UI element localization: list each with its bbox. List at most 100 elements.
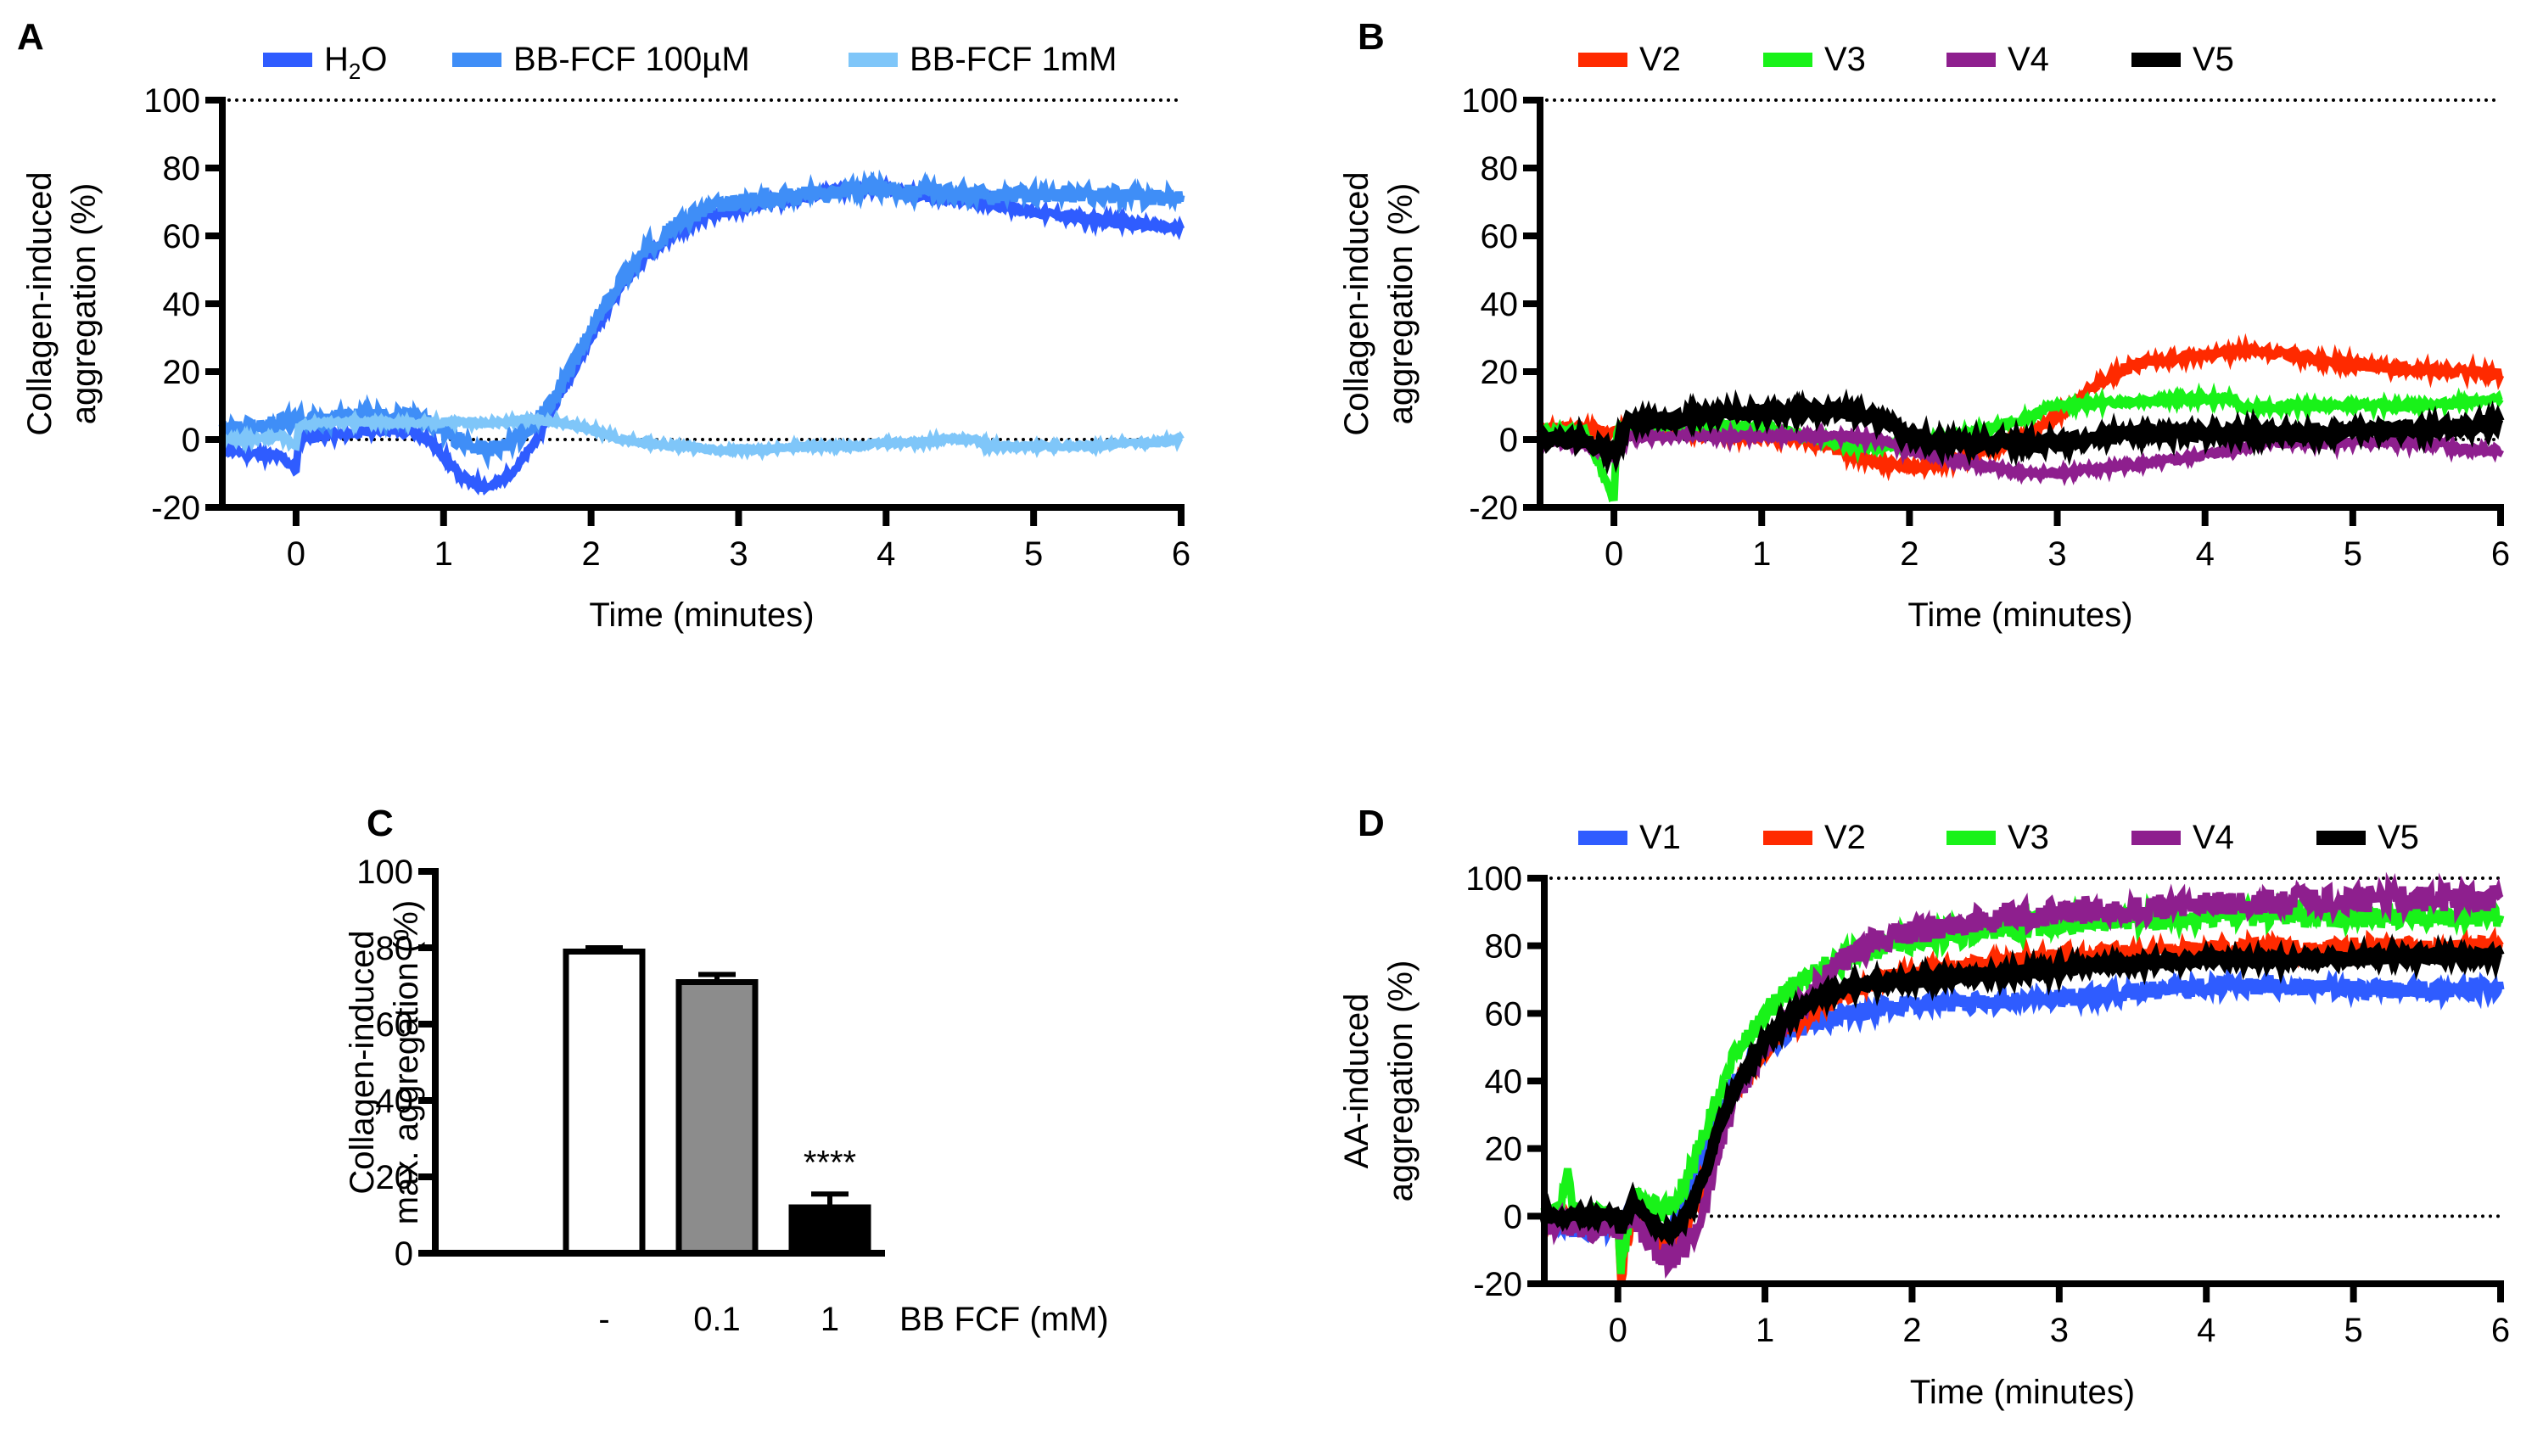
y-tick-label: 0	[1504, 1198, 1522, 1235]
y-axis-label: max. aggregation (%)	[388, 900, 425, 1224]
x-tick-label: 3	[2050, 1312, 2069, 1349]
legend-label: V2	[1639, 41, 1681, 78]
x-tick-label: 4	[2197, 1312, 2215, 1349]
legend-label: V1	[1639, 819, 1681, 856]
x-tick-label: 1	[1752, 535, 1771, 573]
legend-swatch	[1946, 53, 1996, 67]
legend-swatch	[452, 53, 501, 67]
x-tick-label: 0	[1609, 1312, 1627, 1349]
x-tick-label: 3	[2047, 535, 2066, 573]
y-tick-label: 20	[163, 354, 201, 391]
y-tick-label: 80	[163, 150, 201, 188]
legend-label: V4	[2008, 41, 2049, 78]
x-tick-label: 0.1	[693, 1301, 741, 1338]
y-tick-label: 40	[1481, 286, 1519, 323]
bar-3	[788, 1204, 871, 1257]
series-line-v5	[1538, 933, 2505, 1247]
series-line-v1	[1542, 966, 2505, 1254]
x-tick-label: 2	[1902, 1312, 1921, 1349]
legend: H2O BB-FCF 100µM BB-FCF 1mM	[263, 41, 1117, 84]
y-tick-label: 60	[1485, 995, 1523, 1033]
y-tick-label: 0	[395, 1235, 413, 1273]
legend-swatch	[2316, 831, 2366, 845]
x-tick-label: 0	[1605, 535, 1623, 573]
x-tick-label: 1	[1756, 1312, 1774, 1349]
series-line-bb-fcf-1mm	[219, 409, 1185, 462]
legend-item: V5	[2316, 819, 2419, 856]
x-tick-label: 4	[877, 535, 895, 573]
legend-label: V5	[2378, 819, 2419, 856]
x-tick-label: 0	[287, 535, 305, 573]
legend-item: V2	[1763, 819, 1866, 856]
y-tick-label: 80	[1485, 928, 1523, 966]
x-tick-label: -	[598, 1301, 609, 1338]
bar-2	[675, 979, 759, 1257]
legend-swatch	[263, 53, 312, 67]
significance-annotation: ****	[804, 1144, 856, 1181]
panel-c: C - 0.1 1 **** 0 20 40 60 80 100 BB FCF (mM) Collage…	[344, 803, 1109, 1338]
y-axis-label: aggregation (%)	[1382, 183, 1420, 425]
x-axis-label: Time (minutes)	[1907, 596, 2132, 634]
y-axis-label: aggregation (%)	[65, 183, 103, 425]
legend-swatch	[1578, 831, 1627, 845]
y-axis-label: Collagen-induced	[344, 930, 381, 1194]
y-tick-label: 20	[1481, 354, 1519, 391]
x-tick-label: 1	[821, 1301, 839, 1338]
x-tick-label: 6	[2491, 1312, 2510, 1349]
y-axis-label: AA-induced	[1338, 994, 1375, 1169]
y-tick-label: -20	[1473, 1266, 1522, 1303]
legend-item: V2	[1578, 41, 1681, 78]
legend-item: V3	[1763, 41, 1866, 78]
y-tick-label: 60	[163, 218, 201, 255]
legend-item: V4	[2131, 819, 2234, 856]
legend-swatch	[1763, 53, 1812, 67]
y-tick-label: 100	[143, 82, 200, 120]
y-tick-label: 60	[376, 1006, 414, 1044]
y-tick-label: 20	[1485, 1131, 1523, 1168]
y-tick-label: 0	[182, 422, 200, 459]
y-axis-label: Collagen-induced	[1338, 171, 1375, 435]
y-tick-label: -20	[1469, 490, 1518, 527]
legend-label: H2O	[324, 41, 387, 84]
legend-label: V4	[2193, 819, 2234, 856]
panel-letter: D	[1358, 803, 1385, 844]
y-tick-label: -20	[151, 490, 200, 527]
legend-item: V3	[1946, 819, 2049, 856]
legend-item: BB-FCF 100µM	[452, 41, 750, 78]
panel-d: D V1 V2 V3 V4 V5 -20 0 20 40 60 80 100 0 1 2 3 4 5 6 Time (m…	[1338, 803, 2510, 1411]
y-tick-label: 100	[1465, 860, 1522, 898]
panel-letter: B	[1358, 16, 1385, 58]
legend-swatch	[2131, 53, 2181, 67]
legend-swatch	[849, 53, 898, 67]
legend-swatch	[1946, 831, 1996, 845]
x-tick-label: 6	[2491, 535, 2510, 573]
legend-label: V2	[1824, 819, 1866, 856]
y-axis-label: aggregation (%)	[1382, 960, 1420, 1202]
legend-item: H2O	[263, 41, 387, 84]
y-tick-label: 80	[1481, 150, 1519, 188]
x-tick-label: 2	[1900, 535, 1918, 573]
series-line-v5	[1535, 388, 2505, 475]
x-tick-label: 5	[2344, 1312, 2362, 1349]
x-axis-label: BB FCF (mM)	[899, 1301, 1109, 1338]
x-tick-label: 5	[1024, 535, 1043, 573]
legend-swatch	[2131, 831, 2181, 845]
panel-b: B V2 V3 V4 V5 -20 0 20 40 60 80 100 0 1 2 3 4 5 6 Time (min…	[1338, 16, 2510, 634]
x-axis-label: Time (minutes)	[1910, 1374, 2135, 1411]
x-tick-label: 2	[581, 535, 600, 573]
x-axis-label: Time (minutes)	[589, 596, 814, 634]
series-line-v4	[1536, 420, 2505, 487]
y-tick-label: 40	[376, 1083, 414, 1120]
y-tick-label: 100	[1461, 82, 1518, 120]
x-tick-label: 3	[729, 535, 748, 573]
x-tick-label: 4	[2196, 535, 2215, 573]
legend-item: BB-FCF 1mM	[849, 41, 1117, 78]
legend: V1 V2 V3 V4 V5	[1578, 819, 2419, 856]
legend-label: V5	[2193, 41, 2234, 78]
y-tick-label: 0	[1499, 422, 1518, 459]
y-tick-label: 40	[1485, 1063, 1523, 1100]
legend-label: BB-FCF 100µM	[513, 41, 750, 78]
series-line-v3	[1540, 891, 2505, 1274]
y-axis-label: Collagen-induced	[21, 171, 59, 435]
